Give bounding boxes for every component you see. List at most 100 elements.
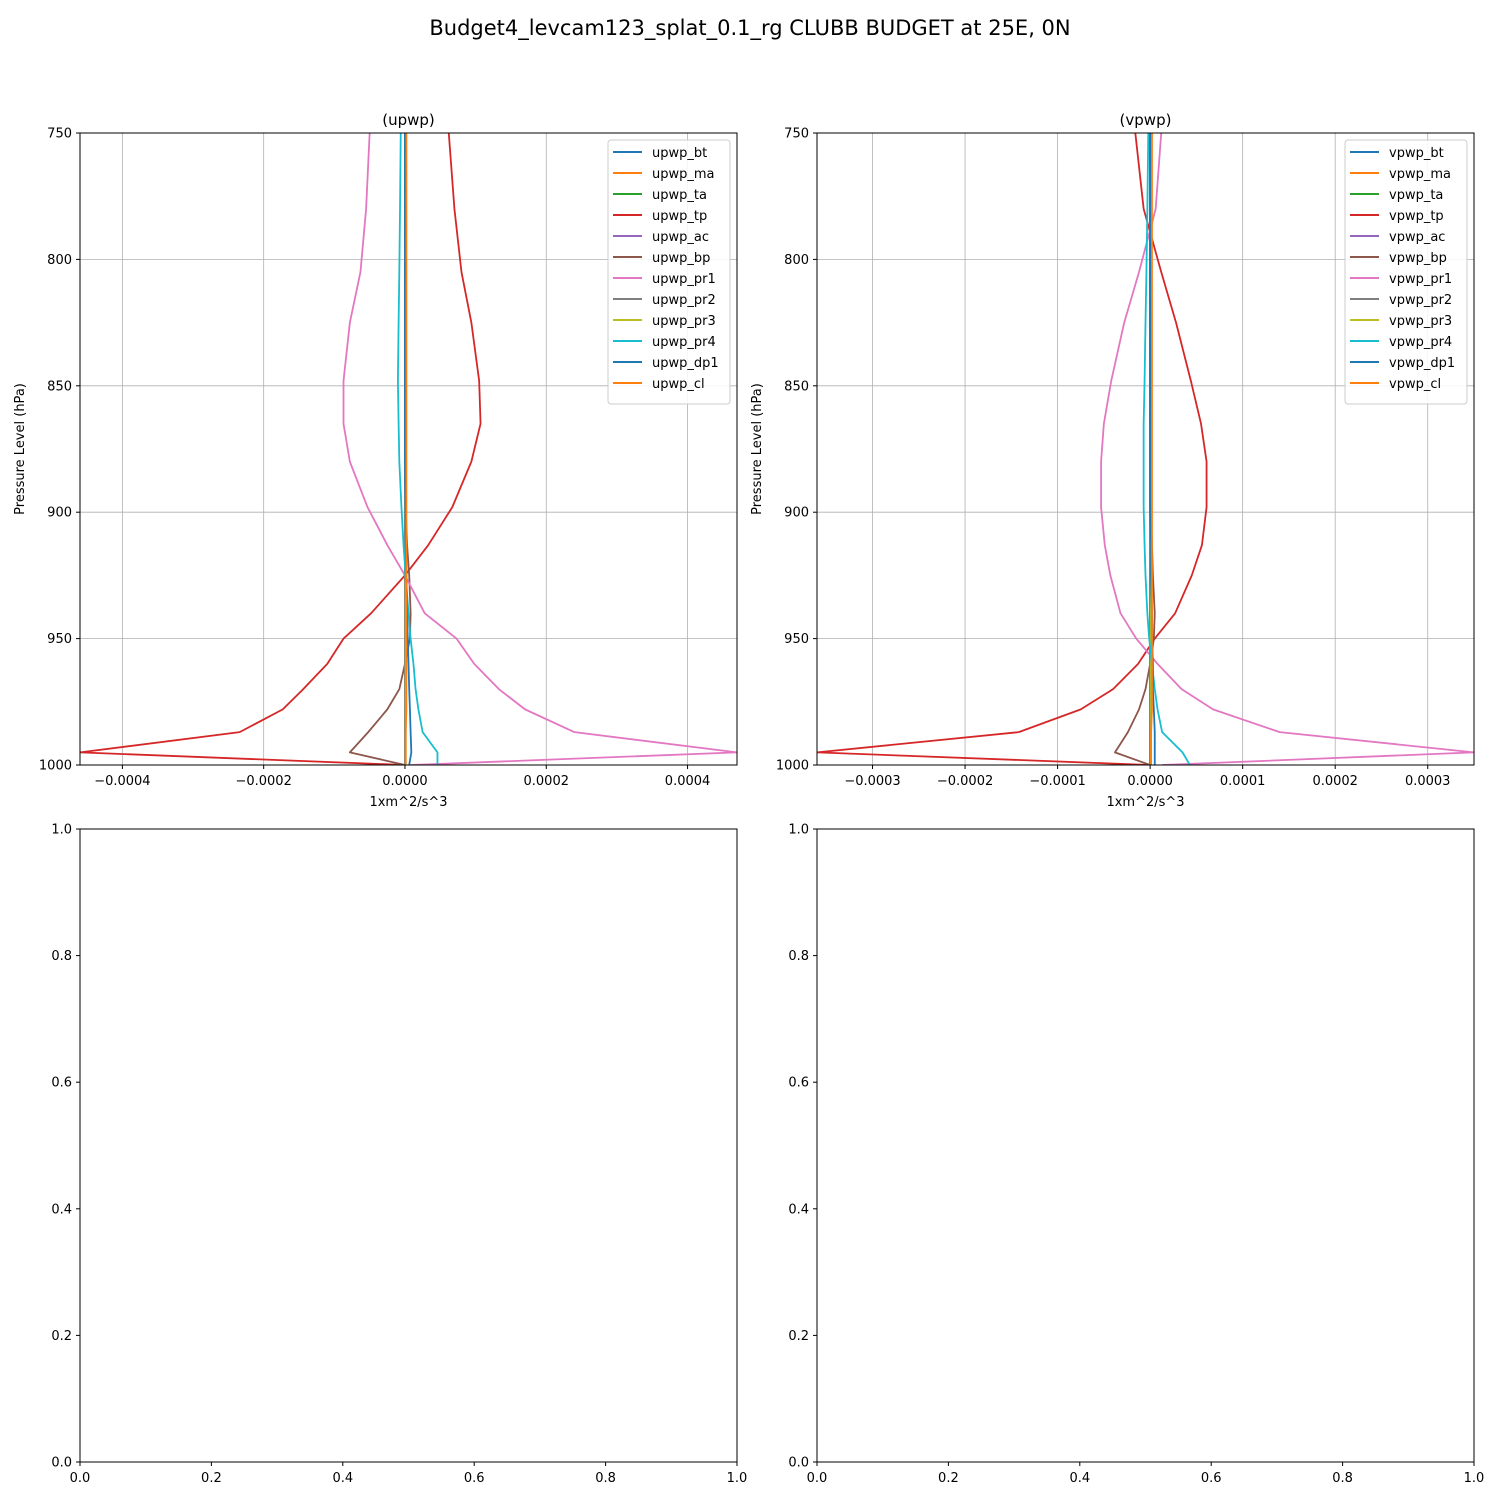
y-tick-label: 800 <box>784 253 809 268</box>
y-axis-label: Pressure Level (hPa) <box>13 383 28 515</box>
series-line-vpwp_pr4 <box>1142 133 1191 765</box>
y-tick-label: 0.8 <box>51 949 72 964</box>
y-tick-label: 0.6 <box>51 1076 72 1091</box>
y-axis-label: Pressure Level (hPa) <box>750 383 765 515</box>
subplot-1: −0.0004 −0.0002 0.0000 0.0002 0.0004 750 800 85… <box>13 111 738 810</box>
x-tick-label: 0.0001 <box>1220 774 1266 789</box>
x-tick-label: 0.2 <box>938 1471 959 1486</box>
legend-label: vpwp_cl <box>1389 377 1441 392</box>
x-tick-label: 0.8 <box>595 1471 616 1486</box>
series-group <box>80 133 737 765</box>
y-tick-label: 900 <box>784 506 809 521</box>
x-axis-label: 1xm^2/s^3 <box>1106 795 1184 810</box>
legend-label: upwp_tp <box>652 209 707 224</box>
legend-label: upwp_pr4 <box>652 335 716 350</box>
legend-label: vpwp_bp <box>1389 251 1447 266</box>
x-tick-label: 1.0 <box>727 1471 748 1486</box>
y-tick-label: 950 <box>784 632 809 647</box>
x-tick-label: 0.0004 <box>665 774 711 789</box>
x-tick-label: −0.0002 <box>937 774 993 789</box>
x-tick-label: 0.4 <box>332 1471 353 1486</box>
y-tick-label: 750 <box>784 127 809 142</box>
x-tick-label: 0.0002 <box>524 774 570 789</box>
series-group <box>817 133 1474 765</box>
y-tick-label: 0.2 <box>788 1329 809 1344</box>
legend-label: vpwp_pr4 <box>1389 335 1452 350</box>
series-line-vpwp_dp1 <box>1149 133 1156 765</box>
axes-frame <box>816 132 1475 766</box>
y-tick-label: 900 <box>47 506 72 521</box>
x-tick-label: −0.0004 <box>94 774 150 789</box>
legend-label: vpwp_pr2 <box>1389 293 1452 308</box>
subplot-title: (upwp) <box>382 111 435 129</box>
y-tick-label: 850 <box>784 379 809 394</box>
legend-label: upwp_bp <box>652 251 710 266</box>
x-tick-label: 0.4 <box>1069 1471 1090 1486</box>
legend-label: upwp_bt <box>652 146 707 161</box>
legend-label: upwp_pr3 <box>652 314 716 329</box>
legend-box <box>607 139 731 405</box>
y-tick-label: 0.8 <box>788 949 809 964</box>
series-line-vpwp_pr1 <box>1100 133 1474 765</box>
legend-label: upwp_ma <box>652 167 715 182</box>
y-tick-label: 800 <box>47 253 72 268</box>
y-tick-label: 1.0 <box>788 823 809 838</box>
series-line-vpwp_tp <box>817 133 1208 765</box>
y-tick-label: 0.4 <box>51 1202 72 1217</box>
legend-label: upwp_ta <box>652 188 707 203</box>
y-tick-label: 950 <box>47 632 72 647</box>
legend-label: vpwp_pr1 <box>1389 272 1452 287</box>
legend-label: upwp_pr2 <box>652 293 716 308</box>
legend-label: vpwp_bt <box>1389 146 1444 161</box>
figure-title: Budget4_levcam123_splat_0.1_rg CLUBB BUD… <box>429 16 1071 40</box>
x-tick-label: 0.0002 <box>1312 774 1358 789</box>
legend-label: vpwp_ma <box>1389 167 1451 182</box>
legend: vpwp_bt vpwp_ma vpwp_ta vpwp_tp vpwp_ac vpwp_… <box>1344 139 1468 405</box>
axes-frame <box>79 828 738 1463</box>
x-tick-label: 1.0 <box>1464 1471 1485 1486</box>
subplot-2: −0.0003 −0.0002 −0.0001 0.0000 0.0001 0.0002 0… <box>750 111 1475 810</box>
x-tick-label: 0.0 <box>807 1471 828 1486</box>
series-line-upwp_pr1 <box>342 133 737 765</box>
legend-label: upwp_pr1 <box>652 272 716 287</box>
series-line-upwp_pr4 <box>396 133 439 765</box>
x-tick-label: 0.0 <box>70 1471 91 1486</box>
series-line-upwp_tp <box>80 133 482 765</box>
legend-label: upwp_ac <box>652 230 709 245</box>
x-tick-label: 0.2 <box>201 1471 222 1486</box>
legend-label: upwp_cl <box>652 377 705 392</box>
legend-label: vpwp_ac <box>1389 230 1445 245</box>
y-tick-label: 0.0 <box>788 1456 809 1471</box>
x-tick-label: 0.0000 <box>382 774 428 789</box>
y-tick-label: 750 <box>47 127 72 142</box>
legend-box <box>1344 139 1468 405</box>
y-tick-label: 1.0 <box>51 823 72 838</box>
x-tick-label: −0.0001 <box>1029 774 1085 789</box>
subplot-title: (vpwp) <box>1120 111 1172 129</box>
x-tick-label: 0.0000 <box>1127 774 1173 789</box>
y-tick-label: 0.2 <box>51 1329 72 1344</box>
y-tick-label: 0.4 <box>788 1202 809 1217</box>
x-tick-label: −0.0003 <box>844 774 900 789</box>
legend-label: vpwp_ta <box>1389 188 1443 203</box>
subplot-3: 0.0 0.2 0.4 0.6 0.8 1.0 0.0 0.2 0.4 0.6 0.8 1.0 <box>51 823 747 1487</box>
legend-label: vpwp_dp1 <box>1389 356 1455 371</box>
subplot-4: 0.0 0.2 0.4 0.6 0.8 1.0 0.0 0.2 0.4 0.6 0.8 1.0 <box>788 823 1484 1487</box>
y-tick-label: 0.6 <box>788 1076 809 1091</box>
legend: upwp_bt upwp_ma upwp_ta upwp_tp upwp_ac upwp_… <box>607 139 731 405</box>
y-tick-label: 1000 <box>39 759 72 774</box>
x-tick-label: −0.0002 <box>235 774 291 789</box>
y-tick-label: 1000 <box>776 759 809 774</box>
x-tick-label: 0.6 <box>1201 1471 1222 1486</box>
legend-label: vpwp_tp <box>1389 209 1444 224</box>
y-tick-label: 850 <box>47 379 72 394</box>
series-line-upwp_cl <box>404 133 408 765</box>
x-axis-label: 1xm^2/s^3 <box>369 795 447 810</box>
axes-frame <box>79 132 738 766</box>
x-tick-label: 0.0003 <box>1405 774 1451 789</box>
series-line-upwp_bp <box>348 133 412 765</box>
x-tick-label: 0.8 <box>1332 1471 1353 1486</box>
y-tick-label: 0.0 <box>51 1456 72 1471</box>
legend-label: upwp_dp1 <box>652 356 719 371</box>
